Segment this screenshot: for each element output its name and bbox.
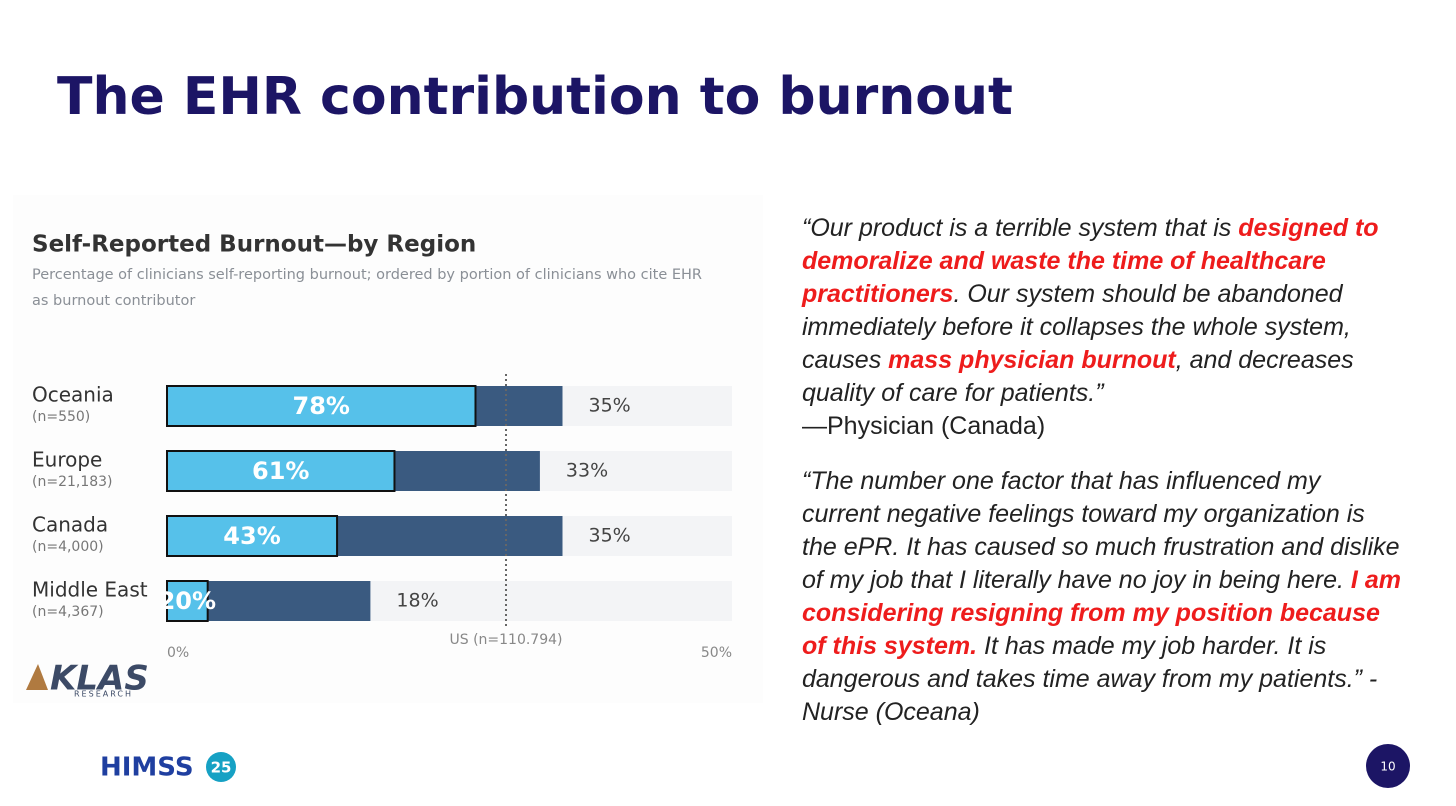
category-note: (n=550): [32, 409, 90, 425]
quote-text: It has made my job harder. It is dangero…: [802, 632, 1378, 726]
x-tick-label: 50%: [701, 645, 732, 661]
category-label: Middle East: [32, 578, 148, 602]
quote-text: , and decreases quality of care for pati…: [802, 346, 1354, 407]
quote-highlight: I am considering resigning from my posit…: [802, 566, 1401, 660]
chart-title: Self-Reported Burnout—by Region: [32, 232, 476, 258]
value-label: 33%: [566, 460, 608, 482]
quote: “Our product is a terrible system that i…: [802, 212, 1402, 443]
quote-text: . Our system should be abandoned immedia…: [802, 280, 1351, 374]
ehr-share-bar: [166, 450, 396, 492]
footer-brand: HIMSS: [100, 753, 194, 783]
quote-text: “Our product is a terrible system that i…: [802, 214, 1239, 242]
ehr-share-label: 20%: [159, 587, 216, 615]
quote-highlight: mass physician burnout: [888, 346, 1176, 374]
quotes: “Our product is a terrible system that i…: [802, 212, 1402, 751]
ehr-share-bar: [166, 580, 209, 622]
value-label: 35%: [589, 525, 631, 547]
footer-edition-badge: [206, 752, 236, 782]
category-note: (n=21,183): [32, 474, 113, 490]
slide-title: The EHR contribution to burnout: [57, 67, 1013, 127]
category-label: Oceania: [32, 383, 114, 407]
ehr-share-bar: [166, 515, 339, 557]
page-number-badge: [1366, 744, 1410, 788]
x-tick-label: 0%: [167, 645, 189, 661]
source-logo: KLAS: [50, 659, 149, 699]
category-note: (n=4,367): [32, 604, 104, 620]
value-label: 18%: [396, 590, 438, 612]
category-label: Europe: [32, 448, 102, 472]
ehr-share-bar: [166, 385, 477, 427]
quote-highlight: designed to demoralize and waste the tim…: [802, 214, 1379, 308]
quote-text: “The number one factor that has influenc…: [802, 467, 1400, 594]
chart-subtitle: Percentage of clinicians self-reporting …: [32, 267, 703, 309]
reference-label: US (n=110.794): [449, 632, 562, 648]
category-note: (n=4,000): [32, 539, 104, 555]
page-number: 10: [1380, 760, 1395, 774]
source-logo-sub: RESEARCH: [74, 690, 133, 699]
quote-attribution: —Physician (Canada): [802, 412, 1046, 440]
ehr-share-label: 61%: [252, 457, 309, 485]
quote: “The number one factor that has influenc…: [802, 465, 1402, 729]
value-label: 35%: [589, 395, 631, 417]
chart-subtitle-box: Percentage of clinicians self-reporting …: [32, 267, 703, 309]
ehr-share-label: 43%: [223, 522, 280, 550]
category-label: Canada: [32, 513, 108, 537]
ehr-share-label: 78%: [293, 392, 350, 420]
source-logo-icon: [26, 664, 48, 690]
footer-edition: 25: [211, 759, 232, 777]
bar-chart: 78% 35% Oceania (n=550) 61% 33% Europe (n=21,18…: [32, 374, 732, 661]
